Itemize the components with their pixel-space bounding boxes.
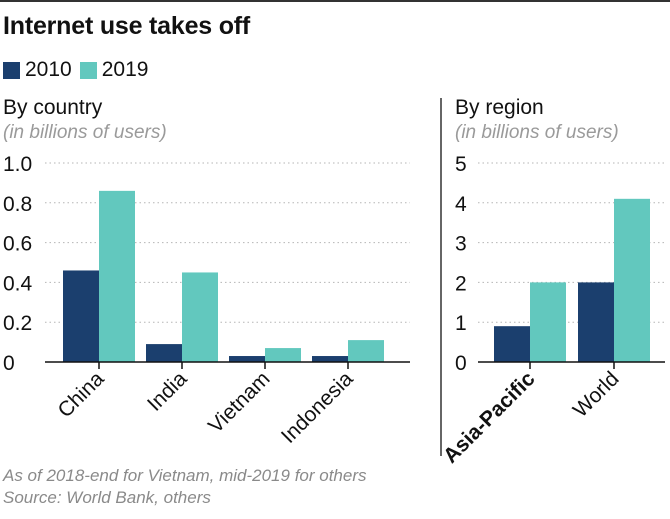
region-category-label: World	[569, 367, 624, 422]
country-bar-2019	[99, 190, 135, 362]
legend-item-2019: 2019	[79, 58, 149, 82]
legend-label-2010: 2010	[25, 58, 72, 81]
region-ytick-label: 4	[455, 193, 467, 216]
country-category-label: India	[143, 367, 192, 416]
region-ytick-label: 5	[455, 153, 467, 176]
top-rule	[0, 0, 670, 2]
footnote-note: As of 2018-end for Vietnam, mid-2019 for…	[3, 466, 367, 485]
country-ytick-label: 0	[3, 352, 15, 375]
region-ytick-label: 3	[455, 233, 467, 256]
legend-swatch-2010	[3, 61, 20, 79]
country-bar-2010	[229, 356, 265, 362]
country-ytick-label: 0.8	[3, 193, 32, 216]
country-category-label: Indonesia	[277, 367, 358, 448]
region-ytick-label: 2	[455, 272, 467, 295]
chart-title: Internet use takes off	[3, 12, 251, 40]
legend-label-2019: 2019	[101, 58, 149, 81]
country-bar-2010	[63, 270, 99, 362]
country-bar-2019	[348, 340, 384, 362]
legend-item-2010: 2010	[3, 58, 72, 82]
panel-subtitle-region: (in billions of users)	[455, 122, 619, 143]
region-bar-2010	[578, 282, 614, 362]
region-bar-2019	[530, 282, 566, 362]
panel-title-region: By region	[455, 96, 544, 119]
country-ytick-label: 0.2	[3, 312, 32, 335]
region-ytick-label: 1	[455, 312, 467, 335]
panel-title-country: By country	[3, 96, 103, 119]
country-ytick-label: 1.0	[3, 153, 32, 176]
legend-swatch-2019	[79, 61, 97, 79]
footnote-source: Source: World Bank, others	[3, 488, 211, 507]
country-bar-2019	[265, 348, 301, 362]
legend: 2010 2019	[3, 58, 156, 82]
region-bar-2019	[614, 198, 650, 362]
region-category-label: Asia-Pacific	[439, 367, 540, 468]
country-category-label: Vietnam	[204, 367, 274, 437]
country-category-label: China	[53, 367, 108, 422]
country-bar-2010	[146, 344, 182, 362]
region-bar-2010	[494, 326, 530, 362]
country-bar-2010	[312, 356, 348, 362]
country-bar-2019	[182, 272, 218, 362]
panel-subtitle-country: (in billions of users)	[3, 122, 167, 143]
country-ytick-label: 0.6	[3, 233, 32, 256]
region-ytick-label: 0	[455, 352, 467, 375]
country-ytick-label: 0.4	[3, 272, 33, 295]
